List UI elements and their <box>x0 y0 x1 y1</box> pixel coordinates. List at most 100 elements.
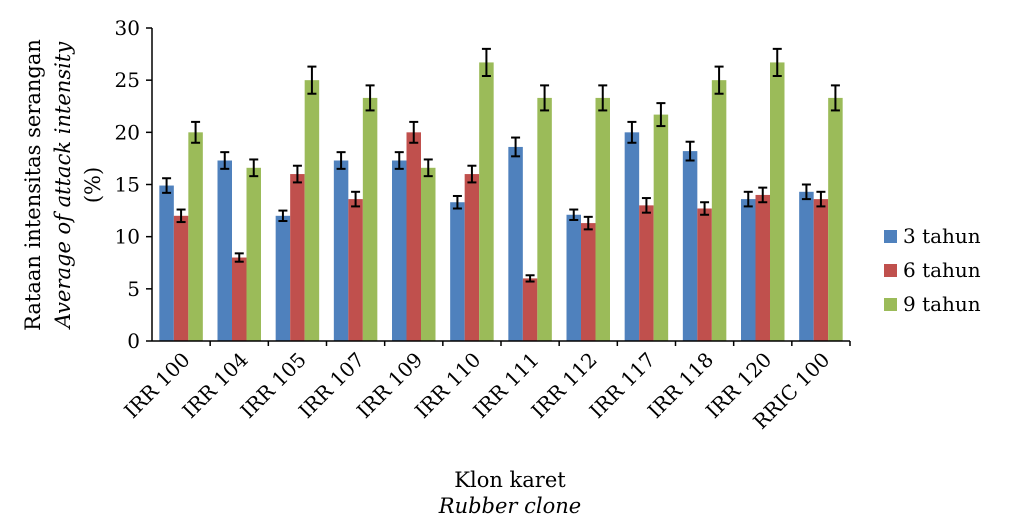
error-bar <box>772 47 782 77</box>
y-tick-label: 10 <box>115 225 140 249</box>
error-bar <box>656 102 666 128</box>
y-axis-title-line2: Average of attack intensity <box>51 41 75 330</box>
error-bar <box>511 136 521 158</box>
bar <box>421 167 436 341</box>
y-axis-title-line3: (%) <box>81 167 105 203</box>
bar <box>566 214 581 341</box>
error-bar <box>292 164 302 184</box>
error-bar <box>394 151 404 170</box>
error-bar <box>234 252 244 263</box>
bar <box>217 160 232 341</box>
error-bar <box>423 158 433 178</box>
bar <box>828 97 843 341</box>
legend-item: 9 tahun <box>884 292 981 316</box>
error-bars-group <box>162 47 840 283</box>
legend-item: 6 tahun <box>884 258 981 282</box>
bar <box>624 132 640 341</box>
legend: 3 tahun 6 tahun 9 tahun <box>884 224 981 316</box>
bar <box>406 132 421 341</box>
legend-label: 3 tahun <box>903 224 981 248</box>
bar-series-group <box>159 62 843 342</box>
bar <box>362 97 378 341</box>
error-bar <box>830 84 840 112</box>
error-bar <box>365 84 375 112</box>
legend-swatch <box>884 264 897 277</box>
bar <box>537 97 552 341</box>
x-axis-title-line2: Rubber clone <box>438 494 581 518</box>
error-bar <box>409 120 419 144</box>
bar <box>522 278 538 341</box>
error-bar <box>307 65 317 95</box>
error-bar <box>249 158 259 178</box>
error-bar <box>278 209 288 223</box>
y-tick-label: 25 <box>115 68 140 92</box>
error-bar <box>162 177 172 194</box>
bar <box>246 167 261 341</box>
error-bar <box>467 164 477 184</box>
y-tick-label: 0 <box>127 329 140 353</box>
error-bar <box>220 151 230 170</box>
error-bar <box>569 208 579 221</box>
error-bar <box>452 194 462 210</box>
bar <box>595 97 610 341</box>
x-axis-title: Klon karet Rubber clone <box>438 468 581 518</box>
y-tick-label: 5 <box>127 277 140 301</box>
error-bar <box>176 208 186 224</box>
error-bar <box>816 190 826 208</box>
bar <box>653 114 669 341</box>
legend-swatch <box>884 298 897 311</box>
error-bar <box>191 120 201 144</box>
bar <box>741 199 756 341</box>
bar <box>304 80 320 342</box>
error-bar <box>351 190 361 208</box>
error-bar <box>583 215 593 231</box>
error-bar <box>743 190 753 208</box>
error-bar <box>481 47 491 77</box>
legend-swatch <box>884 230 897 243</box>
bar <box>697 208 712 341</box>
bar <box>581 223 596 341</box>
bar <box>682 151 698 341</box>
bar <box>173 215 189 341</box>
bar <box>711 80 727 342</box>
y-axis-title: Rataan intensitas serangan Average of at… <box>21 39 105 331</box>
bar <box>188 132 203 341</box>
error-bar <box>700 201 710 216</box>
bar <box>333 160 349 341</box>
bar <box>232 257 247 341</box>
bar <box>450 202 465 341</box>
bar <box>275 215 291 341</box>
bar <box>639 205 654 341</box>
y-tick-label: 20 <box>115 120 140 144</box>
bar <box>508 146 523 341</box>
x-axis-title-line1: Klon karet <box>454 468 566 492</box>
y-axis-title-line1: Rataan intensitas serangan <box>21 39 45 331</box>
bar <box>799 191 814 341</box>
legend-item: 3 tahun <box>884 224 981 248</box>
legend-label: 6 tahun <box>903 258 981 282</box>
error-bar <box>714 65 724 95</box>
bar <box>755 194 770 341</box>
bar <box>479 62 494 342</box>
bar <box>159 185 174 341</box>
error-bar <box>685 140 695 162</box>
error-bar <box>525 274 535 283</box>
error-bar <box>540 84 550 112</box>
bar <box>813 199 829 341</box>
bar <box>348 199 363 341</box>
legend-label: 9 tahun <box>903 292 981 316</box>
y-tick-label: 15 <box>115 173 140 197</box>
bar <box>392 160 407 341</box>
y-axis-ticks: 0 5 10 15 20 25 30 <box>115 16 152 353</box>
error-bar <box>598 84 608 112</box>
y-tick-label: 30 <box>115 16 140 40</box>
error-bar <box>758 186 768 204</box>
bar <box>290 174 305 341</box>
bar <box>770 62 785 342</box>
bar <box>464 174 480 341</box>
error-bar <box>336 151 346 170</box>
error-bar <box>641 197 651 214</box>
error-bar <box>627 120 637 144</box>
